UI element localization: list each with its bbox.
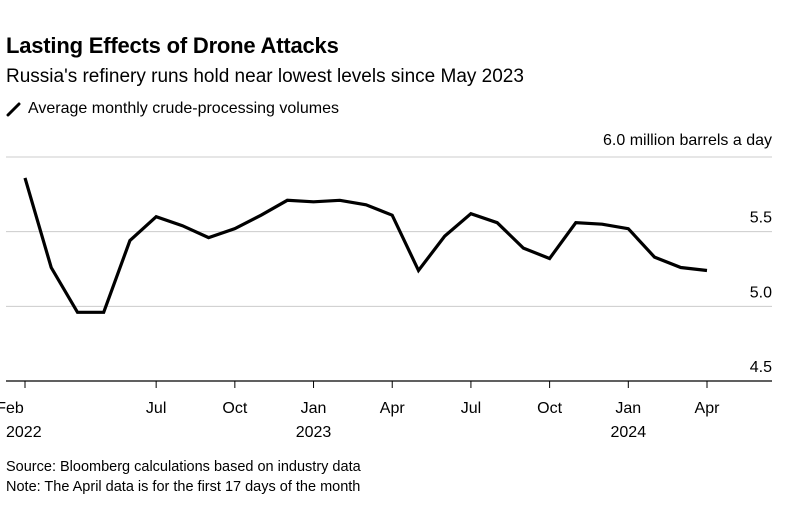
y-tick-label: 5.0 (750, 284, 772, 301)
chart-subtitle: Russia's refinery runs hold near lowest … (6, 66, 524, 87)
y-axis: 4.5 5.0 5.5 (750, 210, 772, 376)
series-line (23, 177, 708, 314)
x-tick-label: Oct (537, 400, 562, 417)
x-tick-label: Apr (380, 400, 406, 417)
gridlines (6, 156, 772, 307)
x-axis: Feb 2022 Jul Oct Jan 2023 Apr Jul Oct Jan 2024 Apr (0, 380, 772, 441)
x-tick-label: Jul (146, 400, 166, 417)
x-tick-year-label: 2022 (6, 424, 42, 441)
legend: Average monthly crude-processing volumes (6, 100, 339, 118)
y-axis-unit-label: 6.0 million barrels a day (603, 132, 772, 149)
line-chart: 4.5 5.0 5.5 6.0 million barrels a day Feb 2… (0, 132, 772, 441)
x-tick-year-label: 2024 (611, 424, 647, 441)
x-tick-year-label: 2023 (296, 424, 332, 441)
chart-title: Lasting Effects of Drone Attacks (6, 33, 339, 58)
footnote: Note: The April data is for the first 17… (6, 479, 361, 495)
source-note: Source: Bloomberg calculations based on … (6, 459, 361, 475)
x-tick-label: Jan (615, 400, 641, 417)
x-tick-label: Jan (301, 400, 327, 417)
y-tick-label: 5.5 (750, 210, 772, 227)
x-tick-label: Jul (461, 400, 481, 417)
x-tick-label: Oct (222, 400, 247, 417)
legend-label: Average monthly crude-processing volumes (28, 100, 339, 117)
x-tick-label: Feb (0, 400, 24, 417)
y-tick-label: 4.5 (750, 359, 772, 376)
legend-line-icon (6, 102, 21, 117)
x-tick-label: Apr (695, 400, 721, 417)
